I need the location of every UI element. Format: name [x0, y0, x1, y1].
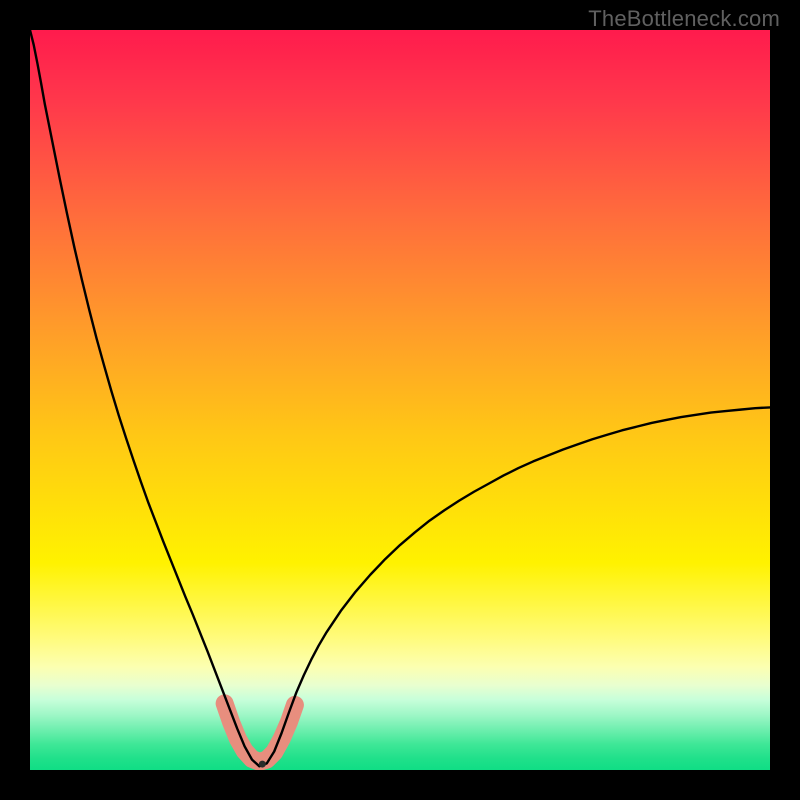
bottleneck-plot [30, 30, 770, 770]
chart-frame: TheBottleneck.com [0, 0, 800, 800]
curve-min-marker [259, 761, 266, 768]
plot-background [30, 30, 770, 770]
watermark-text: TheBottleneck.com [588, 6, 780, 32]
plot-svg [30, 30, 770, 770]
